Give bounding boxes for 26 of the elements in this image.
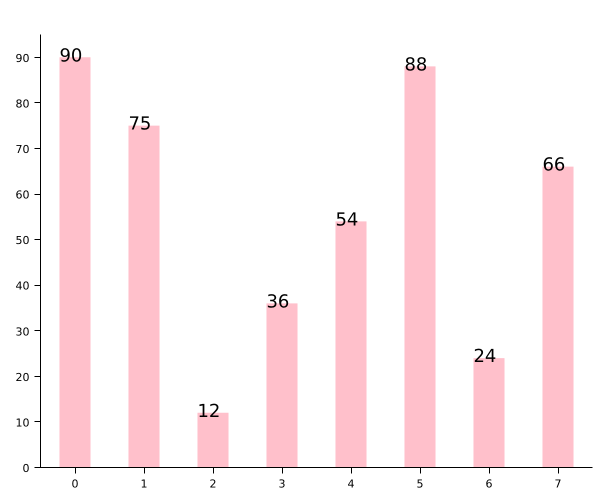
y-tick-label: 90 (16, 52, 30, 65)
y-tick-label: 30 (16, 325, 30, 338)
y-tick-label: 70 (16, 142, 30, 156)
y-tick-label: 50 (16, 234, 30, 248)
y-tick-label: 10 (16, 416, 30, 430)
y-tick-label: 80 (16, 97, 30, 110)
y-tick-label: 60 (16, 188, 30, 202)
x-tick-label: 4 (348, 478, 354, 490)
data-label: 12 (197, 400, 220, 422)
data-label: 90 (59, 45, 82, 66)
x-tick-label: 7 (554, 478, 562, 490)
x-tick-label: 2 (210, 478, 216, 490)
y-tick-label: 40 (16, 280, 30, 293)
y-tick-label: 20 (16, 370, 30, 384)
x-tick-label: 5 (416, 478, 424, 490)
x-tick-label: 1 (140, 478, 148, 490)
data-label: 75 (128, 114, 152, 135)
x-tick-label: 0 (72, 478, 78, 490)
x-tick-label: 6 (486, 478, 492, 490)
data-label: 88 (404, 54, 428, 76)
data-label: 24 (473, 346, 496, 368)
data-label: 36 (266, 291, 290, 312)
data-label: 66 (542, 154, 566, 176)
data-label: 54 (335, 209, 358, 230)
y-tick-label: 0 (22, 462, 30, 475)
x-tick-label: 3 (278, 478, 286, 490)
